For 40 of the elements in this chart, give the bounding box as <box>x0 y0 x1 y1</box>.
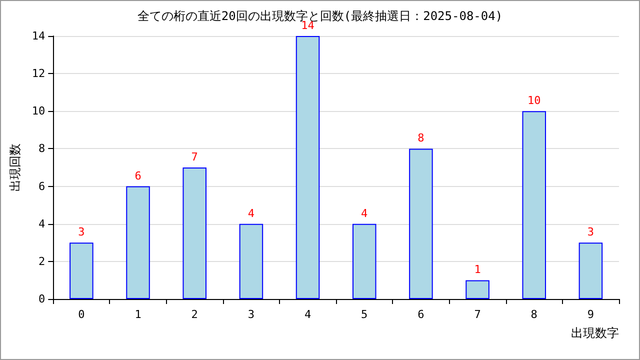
x-tick-label: 8 <box>530 308 538 321</box>
y-tick-label: 2 <box>38 254 46 268</box>
data-label: 7 <box>191 150 198 164</box>
x-tick-label: 1 <box>134 308 142 321</box>
bar <box>522 111 546 299</box>
y-axis-title: 出現回数 <box>8 144 22 192</box>
y-tick-label: 10 <box>32 104 46 118</box>
bar <box>409 148 433 299</box>
bar <box>352 224 376 299</box>
y-tick-label: 14 <box>32 30 46 42</box>
x-tick-label: 0 <box>78 308 85 321</box>
bar <box>239 224 264 299</box>
bar <box>182 168 206 299</box>
bar <box>578 242 603 299</box>
x-tick-label: 9 <box>587 308 594 321</box>
x-tick-label: 5 <box>361 308 368 321</box>
data-label: 8 <box>418 132 424 145</box>
bar <box>296 36 320 299</box>
y-tick-label: 6 <box>38 180 46 193</box>
chart-title: 全ての桁の直近20回の出現数字と回数(最終抽選日：2025-08-04) <box>137 9 503 23</box>
y-tick-label: 0 <box>38 292 46 306</box>
data-label: 3 <box>587 226 594 239</box>
x-axis-title: 出現数字 <box>571 326 619 340</box>
bar <box>126 186 150 299</box>
y-tick-label: 12 <box>32 67 46 80</box>
data-label: 4 <box>361 206 368 220</box>
y-tick-label: 8 <box>38 142 46 156</box>
x-tick-label: 7 <box>474 308 481 321</box>
x-tick-label: 4 <box>304 308 312 321</box>
x-tick-label: 3 <box>248 308 255 321</box>
data-label: 4 <box>248 206 255 220</box>
data-label: 6 <box>134 169 142 182</box>
bar <box>466 280 490 299</box>
x-tick-label: 6 <box>418 308 424 321</box>
x-tick-label: 2 <box>191 308 198 321</box>
data-label: 3 <box>78 226 85 239</box>
y-tick-label: 4 <box>38 217 46 230</box>
bar <box>70 242 94 299</box>
data-label: 1 <box>474 263 481 276</box>
data-label: 10 <box>527 94 541 108</box>
